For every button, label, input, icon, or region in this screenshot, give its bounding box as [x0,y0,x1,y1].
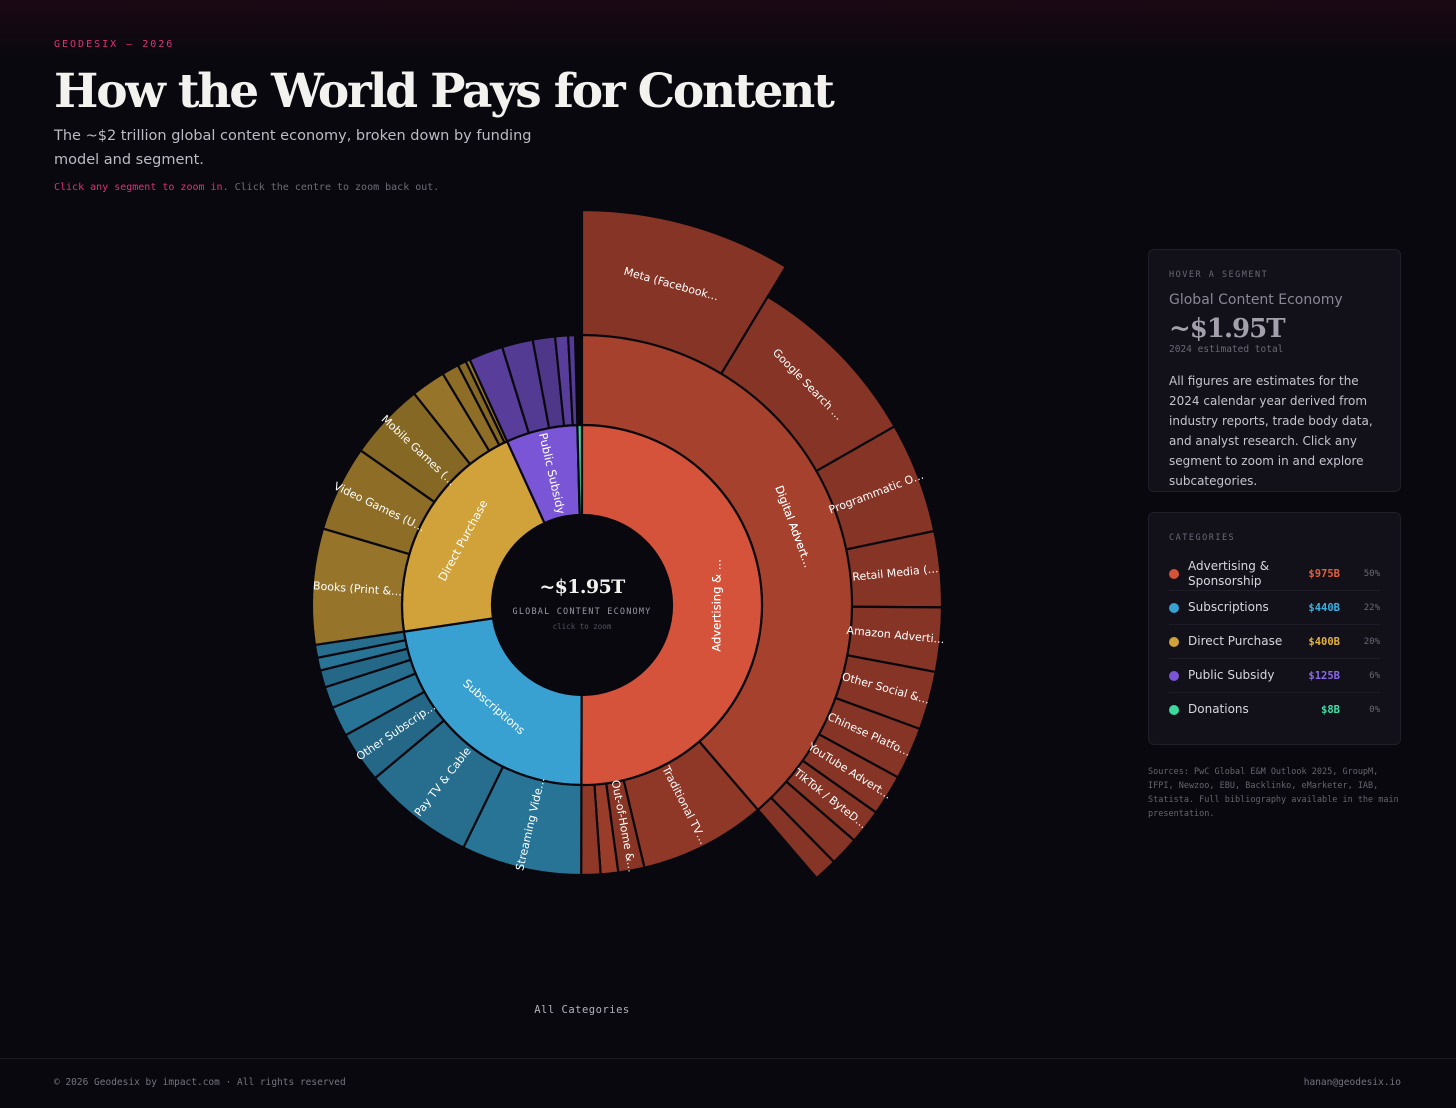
center-label: GLOBAL CONTENT ECONOMY [513,607,652,617]
top-glow [0,0,1456,60]
category-dot-donations [1169,704,1179,715]
footer-email[interactable]: hanan@geodesix.io [1303,1077,1401,1088]
categories-panel: CATEGORIES Advertising & Sponsorship $97… [1148,512,1401,745]
hover-panel: HOVER A SEGMENT Global Content Economy ~… [1148,249,1401,492]
hover-segment-value: ~$1.95T [1169,314,1286,344]
category-row-donations[interactable]: Donations $8B 0% [1169,693,1380,726]
hover-segment-description: All figures are estimates for the 2024 c… [1169,374,1373,488]
footer-copyright: © 2026 Geodesix by impact.com · All righ… [54,1077,346,1088]
category-dot-direct-purchase [1169,636,1179,647]
category-name: Donations [1188,702,1249,716]
category-row-public-subsidy[interactable]: Public Subsidy $125B 6% [1169,659,1380,693]
center-zoom-out[interactable]: ~$1.95T GLOBAL CONTENT ECONOMY click to … [492,515,672,695]
zoom-hint: Click any segment to zoom in. Click the … [54,182,439,193]
category-pct: 0% [1369,704,1380,715]
hover-segment-year: 2024 estimated total [1169,344,1284,355]
center-sub: click to zoom [553,622,612,631]
category-pct: 50% [1363,568,1380,579]
category-row-advertising[interactable]: Advertising & Sponsorship $975B 50% [1169,557,1380,591]
category-dot-subscriptions [1169,602,1179,613]
category-value: $440B [1308,601,1340,614]
category-pct: 6% [1369,670,1380,681]
category-pct: 20% [1363,636,1380,647]
center-circle[interactable] [492,515,672,695]
label-sub-books-print: Books (Print &… [313,579,403,598]
categories-heading: CATEGORIES [1169,533,1236,543]
category-name: Public Subsidy [1188,668,1275,682]
eyebrow-label: GEODESIX — 2026 [54,39,175,50]
category-row-direct-purchase[interactable]: Direct Purchase $400B 20% [1169,625,1380,659]
category-dot-public-subsidy [1169,670,1179,681]
category-name: Direct Purchase [1188,634,1283,648]
category-pct: 22% [1363,602,1380,613]
hover-panel-heading: HOVER A SEGMENT [1169,270,1269,280]
page-subtitle: The ~$2 trillion global content economy,… [54,128,532,168]
category-value: $400B [1308,635,1340,648]
category-value: $8B [1321,703,1340,716]
label-category-overlay-advertising: Advertising & … [709,559,723,652]
category-value: $975B [1308,567,1340,580]
zoom-hint-rest: Click the centre to zoom back out. [228,182,440,193]
breadcrumb[interactable]: All Categories [534,1004,630,1016]
footer-divider [0,1058,1456,1059]
category-dot-advertising [1169,568,1179,579]
category-name: Subscriptions [1188,600,1269,614]
category-value: $125B [1308,669,1340,682]
sources-note: Sources: PwC Global E&M Outlook 2025, Gr… [1148,767,1399,819]
category-row-subscriptions[interactable]: Subscriptions $440B 22% [1169,591,1380,625]
categories-list: Advertising & Sponsorship $975B 50% Subs… [1169,557,1380,726]
page-title: How the World Pays for Content [54,64,835,119]
zoom-hint-highlight: Click any segment to zoom in. [54,182,229,193]
hover-segment-name: Global Content Economy [1169,292,1343,308]
category-name: Advertising & Sponsorship [1188,558,1270,588]
center-value: ~$1.95T [539,576,625,598]
label-category-advertising: Advertising & … [709,559,723,652]
